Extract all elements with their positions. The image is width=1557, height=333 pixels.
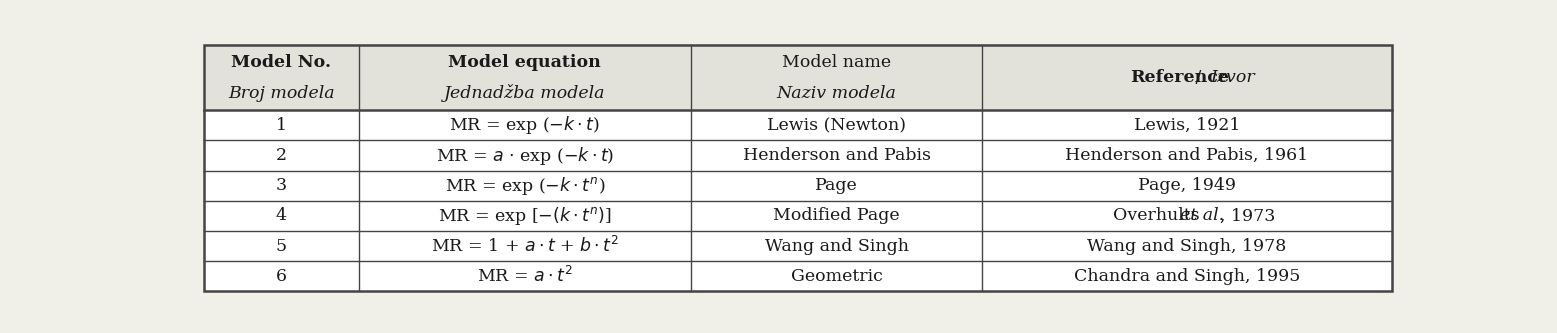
Text: 1: 1 (276, 117, 286, 134)
Bar (204, 141, 1392, 170)
Text: et al.: et al. (1180, 207, 1224, 224)
Text: Naziv modela: Naziv modela (777, 85, 897, 102)
Text: Lewis, 1921: Lewis, 1921 (1133, 117, 1239, 134)
Text: Model name: Model name (782, 54, 891, 71)
Text: /: / (1190, 69, 1207, 86)
Text: MR = $a \cdot t^2$: MR = $a \cdot t^2$ (476, 266, 573, 286)
Text: Henderson and Pabis, 1961: Henderson and Pabis, 1961 (1065, 147, 1308, 164)
Bar (204, 201, 1392, 231)
Text: Model No.: Model No. (232, 54, 332, 71)
Text: , 1973: , 1973 (1221, 207, 1275, 224)
Text: MR = 1 + $a \cdot t$ + $b \cdot t^2$: MR = 1 + $a \cdot t$ + $b \cdot t^2$ (431, 236, 620, 256)
Text: Modified Page: Modified Page (774, 207, 900, 224)
Text: MR = exp [$-(k \cdot t^n)$]: MR = exp [$-(k \cdot t^n)$] (438, 205, 612, 227)
Bar (204, 170, 1392, 201)
Text: Reference: Reference (1130, 69, 1228, 86)
Text: 6: 6 (276, 268, 286, 285)
Text: 5: 5 (276, 237, 286, 254)
Bar (204, 231, 1392, 261)
Text: Jednadžba modela: Jednadžba modela (444, 84, 606, 102)
Text: Overhults: Overhults (1113, 207, 1205, 224)
Text: Page: Page (816, 177, 858, 194)
Text: Broj modela: Broj modela (229, 85, 335, 102)
Text: 2: 2 (276, 147, 286, 164)
Text: Wang and Singh: Wang and Singh (764, 237, 909, 254)
Text: 3: 3 (276, 177, 286, 194)
Text: Henderson and Pabis: Henderson and Pabis (743, 147, 931, 164)
Bar (204, 261, 1392, 291)
Text: Model equation: Model equation (448, 54, 601, 71)
Bar (204, 45, 1392, 110)
Text: Chandra and Singh, 1995: Chandra and Singh, 1995 (1074, 268, 1300, 285)
Text: Wang and Singh, 1978: Wang and Singh, 1978 (1087, 237, 1286, 254)
Text: Izvor: Izvor (1210, 69, 1255, 86)
Text: 4: 4 (276, 207, 286, 224)
Text: Geometric: Geometric (791, 268, 883, 285)
Bar (204, 110, 1392, 141)
Text: Page, 1949: Page, 1949 (1138, 177, 1236, 194)
Text: MR = exp ($-k \cdot t^n$): MR = exp ($-k \cdot t^n$) (445, 175, 606, 197)
Text: MR = exp ($-k \cdot t$): MR = exp ($-k \cdot t$) (450, 115, 601, 137)
Text: MR = $a$ $\cdot$ exp ($-k \cdot t$): MR = $a$ $\cdot$ exp ($-k \cdot t$) (436, 145, 613, 166)
Text: Lewis (Newton): Lewis (Newton) (768, 117, 906, 134)
